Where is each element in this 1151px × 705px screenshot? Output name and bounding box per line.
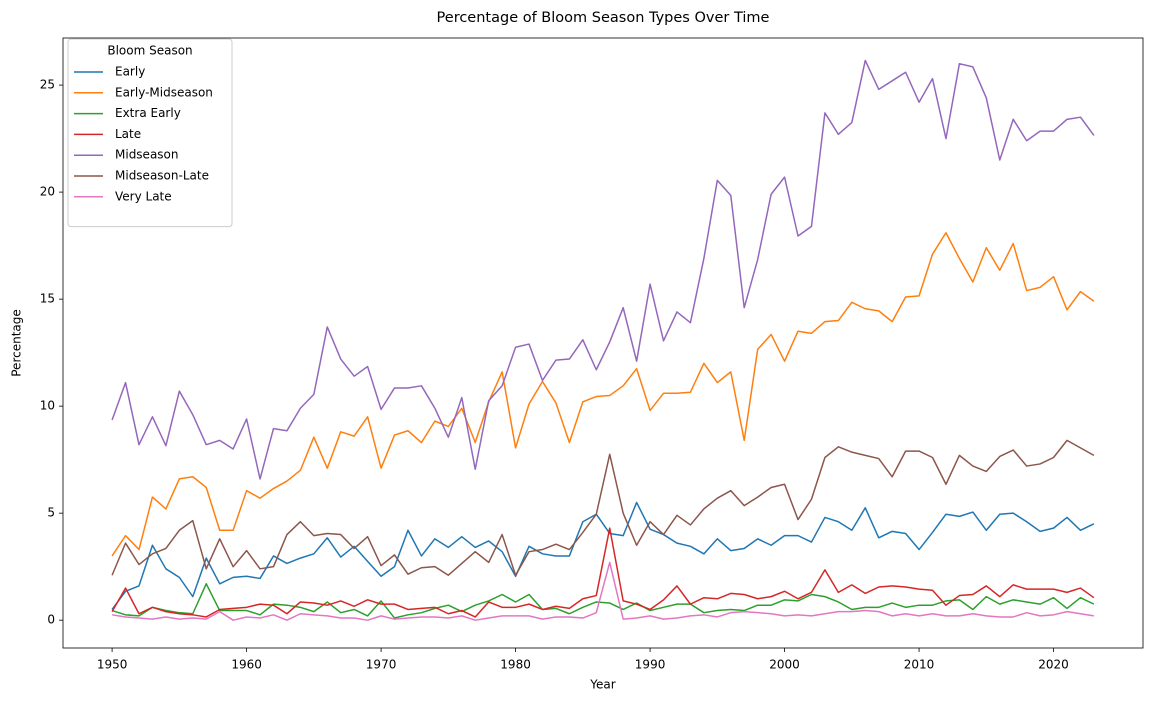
x-tick-label: 2020: [1038, 658, 1069, 672]
legend-label: Midseason-Late: [115, 169, 209, 183]
x-tick-label: 1990: [635, 658, 666, 672]
series-line: [111, 527, 1095, 618]
legend-label: Late: [115, 127, 141, 141]
x-tick-label: 1960: [231, 658, 262, 672]
y-tick-label: 0: [47, 613, 55, 627]
plot-frame: [62, 37, 1144, 649]
y-axis-label: Percentage: [10, 309, 24, 377]
series-line: [111, 439, 1095, 576]
x-tick-label: 1970: [366, 658, 397, 672]
series-line: [111, 59, 1095, 480]
x-tick-label: 1950: [97, 658, 128, 672]
x-axis-label: Year: [589, 678, 615, 692]
chart-title: Percentage of Bloom Season Types Over Ti…: [437, 10, 770, 26]
y-tick-label: 10: [40, 399, 55, 413]
series-line: [111, 232, 1095, 557]
legend-label: Early: [115, 65, 145, 79]
x-tick-label: 1980: [500, 658, 531, 672]
legend-label: Extra Early: [115, 106, 181, 120]
x-tick-label: 2010: [904, 658, 935, 672]
legend: Bloom Season Early Early-Midseason Extra Ea…: [67, 38, 233, 228]
y-tick-label: 5: [47, 506, 55, 520]
y-tick-label: 25: [40, 78, 55, 92]
x-tick-label: 2000: [769, 658, 800, 672]
y-tick-label: 20: [40, 185, 55, 199]
legend-box: [67, 38, 233, 228]
legend-label: Midseason: [115, 148, 179, 162]
legend-label: Very Late: [115, 189, 172, 203]
y-tick-label: 15: [40, 292, 55, 306]
legend-label: Early-Midseason: [115, 85, 213, 99]
series-line: [111, 501, 1095, 610]
series-line: [111, 583, 1095, 619]
legend-title: Bloom Season: [107, 44, 192, 58]
series-line: [111, 561, 1095, 621]
